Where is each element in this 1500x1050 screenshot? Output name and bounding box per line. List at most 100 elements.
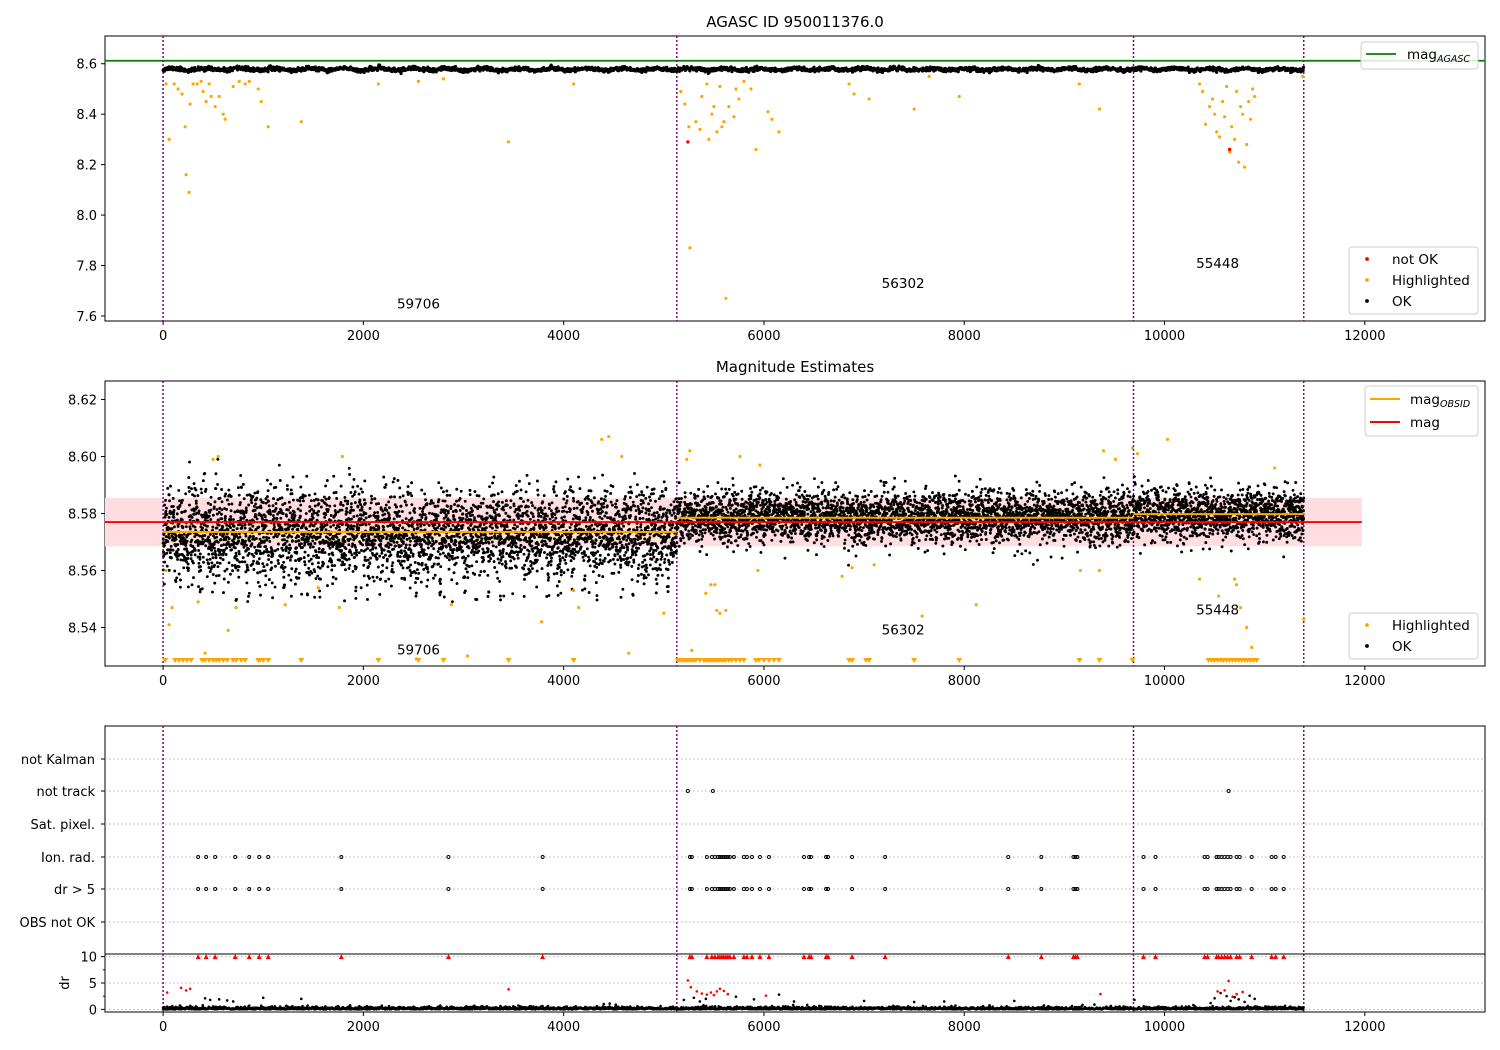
estimates-ok-point <box>223 514 227 518</box>
estimates-ok-point <box>163 560 167 564</box>
estimates-ok-point <box>165 506 168 510</box>
estimates-ok-point <box>303 550 307 554</box>
estimates-ok-point <box>413 510 417 514</box>
estimates-ok-point <box>338 558 342 562</box>
estimates-ok-point <box>280 496 284 500</box>
estimates-ok-point <box>220 528 224 532</box>
estimates-ok-point <box>253 508 257 512</box>
estimates-ok-point <box>211 513 215 517</box>
estimates-ok-point <box>299 503 303 507</box>
estimates-ok-point <box>275 535 279 539</box>
estimates-ok-point <box>423 513 427 517</box>
estimates-ok-point <box>368 562 372 565</box>
estimates-ok-point <box>271 504 275 508</box>
agasc-x-tick-label: 10000 <box>1144 329 1185 344</box>
estimates-ok-point <box>357 551 361 555</box>
estimates-ok-point <box>403 500 407 504</box>
agasc-ok-point <box>453 64 458 69</box>
estimates-ok-point <box>274 502 278 505</box>
estimates-ok-point <box>189 553 193 557</box>
estimates-ok-point <box>378 592 382 596</box>
estimates-ok-point <box>286 508 290 512</box>
agasc-highlighted-point <box>777 130 781 134</box>
estimates-ok-point <box>375 575 379 579</box>
estimates-ok-point <box>194 488 198 492</box>
agasc-title: AGASC ID 950011376.0 <box>706 13 884 31</box>
estimates-ok-point <box>285 514 289 518</box>
estimates-ok-point <box>279 516 283 520</box>
estimates-ok-point <box>350 553 354 557</box>
estimates-ok-point <box>262 535 265 539</box>
estimates-ok-point <box>205 575 209 579</box>
estimates-ok-point <box>376 565 380 569</box>
estimates-ok-point <box>427 511 431 515</box>
agasc-highlighted-point <box>720 125 724 129</box>
agasc-highlighted-point <box>727 105 731 109</box>
estimates-ok-point <box>211 573 215 576</box>
agasc-highlighted-point <box>1237 160 1241 164</box>
estimates-ok-point <box>206 501 210 505</box>
agasc-highlighted-point <box>217 94 221 99</box>
estimates-ok-point <box>221 525 225 529</box>
estimates-ok-point <box>409 548 413 552</box>
estimates-ok-point <box>241 556 245 560</box>
estimates-ok-point <box>325 523 329 527</box>
estimates-ok-point <box>173 569 177 573</box>
estimates-ok-point <box>409 574 413 578</box>
agasc-highlighted-point <box>259 99 263 104</box>
estimates-ok-point <box>199 565 202 568</box>
estimates-ok-point <box>324 497 328 501</box>
estimates-ok-point <box>423 492 427 496</box>
estimates-ok-point <box>259 506 263 510</box>
estimates-ok-point <box>202 560 205 564</box>
estimates-ok-point <box>346 502 349 506</box>
estimates-ok-point <box>368 506 372 510</box>
estimates-ok-point <box>165 512 169 516</box>
estimates-ok-point <box>288 558 292 562</box>
estimates-ok-point <box>397 526 401 530</box>
estimates-ok-point <box>208 557 212 561</box>
estimates-ok-point <box>190 515 194 519</box>
estimates-ok-point <box>350 544 354 548</box>
estimates-ok-point <box>170 556 173 560</box>
estimates-ok-point <box>383 512 387 516</box>
agasc-highlighted-point <box>718 84 722 89</box>
estimates-ok-point <box>196 494 200 498</box>
estimates-ok-point <box>375 557 379 561</box>
estimates-ok-point <box>213 549 217 553</box>
estimates-ok-point <box>184 525 188 529</box>
estimates-ok-point <box>337 525 341 529</box>
estimates-ok-point <box>326 584 329 588</box>
estimates-ok-point <box>288 505 292 509</box>
estimates-ok-point <box>297 524 301 528</box>
estimates-ok-point <box>348 473 352 476</box>
estimates-ok-point <box>409 539 412 543</box>
estimates-ok-point <box>301 499 305 503</box>
estimates-ok-point <box>230 502 234 506</box>
estimates-ok-point <box>424 516 428 520</box>
estimates-ok-point <box>237 493 241 497</box>
estimates-y-tick-label: 8.54 <box>68 622 97 637</box>
agasc-highlighted-point <box>266 125 270 129</box>
estimates-ok-point <box>422 523 426 527</box>
estimates-ok-point <box>382 525 386 529</box>
estimates-ok-point <box>364 512 368 516</box>
estimates-ok-point <box>355 550 358 554</box>
agasc-highlighted-point <box>705 82 709 86</box>
estimates-ok-point <box>345 506 349 510</box>
estimates-ok-point <box>307 566 311 570</box>
estimates-ok-point <box>243 523 247 527</box>
estimates-ok-point <box>285 484 289 488</box>
estimates-ok-point <box>255 496 259 500</box>
estimates-ok-point <box>311 545 315 549</box>
estimates-ok-point <box>198 557 202 561</box>
estimates-ok-point <box>362 574 366 578</box>
estimates-ok-point <box>225 567 229 571</box>
estimates-ok-point <box>398 523 402 527</box>
estimates-ok-point <box>308 505 312 509</box>
agasc-highlighted-point <box>1249 117 1253 121</box>
estimates-ok-point <box>412 527 416 531</box>
estimates-ok-point <box>380 551 384 555</box>
estimates-ok-point <box>222 543 226 547</box>
estimates-ok-point <box>315 527 319 531</box>
